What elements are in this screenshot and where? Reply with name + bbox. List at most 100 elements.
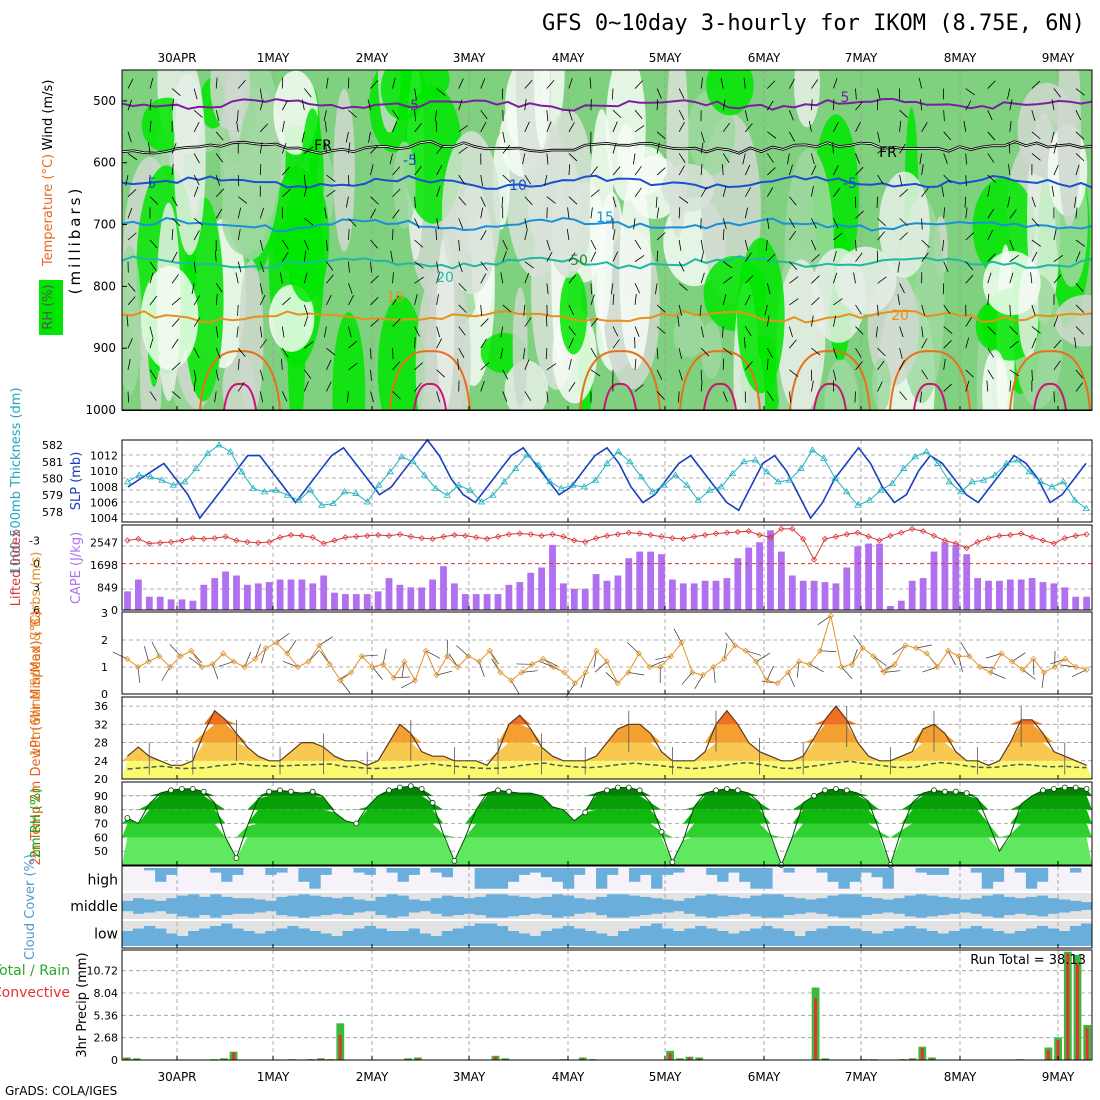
li-point [865, 533, 872, 540]
li-point [484, 535, 491, 542]
precip-convective-bar [668, 1053, 672, 1060]
li-point [723, 529, 730, 536]
wind-barb [348, 283, 353, 294]
li-point [244, 538, 251, 546]
wind-barb [811, 164, 817, 176]
cape-bar [854, 546, 862, 611]
cape-bar [342, 594, 349, 610]
pressure-tick-label: 1000 [85, 403, 116, 417]
rh-patch [268, 284, 315, 352]
cloud-low-bar [210, 926, 222, 946]
wind-barb [987, 347, 995, 358]
li-tick-label: 3 [33, 581, 40, 594]
wind-speed-point [422, 647, 429, 654]
wind-barb [943, 358, 946, 370]
cloud-high-bar [320, 868, 332, 875]
wind-barb [833, 232, 843, 241]
wind-barb [855, 304, 862, 315]
cape-bar [1039, 582, 1047, 610]
wind-barb [787, 672, 796, 688]
wind-barb [193, 317, 201, 327]
wind-barb [382, 648, 387, 665]
wind-barb [126, 315, 129, 327]
wind-barb [722, 218, 727, 230]
wind-barb [546, 110, 549, 122]
wind-speed-point [316, 642, 323, 649]
precip-axis-label: 3hr Precip (mm) [75, 952, 90, 1057]
cloud-high-bar [309, 868, 321, 889]
wind-barb [590, 207, 593, 219]
wind-barb [1009, 369, 1020, 377]
wind-barb [899, 189, 909, 198]
date-label-top: 2MAY [356, 51, 389, 65]
cloud-low-bar [816, 928, 828, 946]
wind-barb [282, 166, 290, 176]
wind-barb [987, 293, 990, 305]
wind-barb [149, 120, 152, 132]
cloud-middle-bar [232, 898, 244, 914]
cape-bar [145, 596, 153, 610]
wind-barb [568, 164, 571, 176]
panel-frame [121, 69, 1093, 411]
thickness-point [203, 449, 212, 456]
cloud-middle-bar [309, 895, 321, 917]
wind-barb [744, 207, 748, 219]
wind-barb [370, 391, 374, 403]
wind-barb [215, 153, 224, 163]
wind-barb [855, 153, 860, 164]
rh-point [277, 787, 283, 794]
wind-barb [171, 297, 181, 306]
cloud-low-bar [1070, 926, 1082, 946]
cloud-middle-bar [970, 898, 983, 914]
thickness-point [397, 452, 406, 460]
thickness-point [751, 456, 760, 463]
cloud-middle-bar [254, 899, 266, 913]
precip-convective-bar [494, 1056, 497, 1060]
rh-point [353, 820, 360, 827]
cloud-middle-bar [474, 896, 486, 916]
cloud-high-bar [562, 868, 575, 889]
date-label-top: 9MAY [1042, 51, 1075, 65]
wind-speed-point [241, 663, 248, 671]
wind-barb [348, 340, 358, 349]
wind-barb [326, 359, 332, 370]
li-point [1007, 531, 1014, 539]
li-point [963, 545, 970, 552]
wind-barb [590, 239, 597, 250]
wind-barb [943, 110, 945, 122]
cape-bar [1072, 596, 1080, 610]
cape-tick-label: 1698 [90, 559, 118, 572]
cloud-middle-bar [265, 900, 277, 912]
wind-barb [958, 656, 963, 672]
li-point [505, 531, 512, 538]
thickness-point [169, 481, 178, 488]
wind-barb [987, 369, 994, 380]
wind-speed-point [198, 663, 206, 671]
wind-barb [259, 261, 265, 273]
wind-barb [392, 121, 398, 132]
wind-barb [259, 207, 264, 219]
wind-barb [457, 358, 460, 370]
wind-tick-label: 2 [101, 634, 108, 647]
li-point [1083, 531, 1090, 538]
cloud-low-bar [794, 936, 806, 946]
thickness-point [249, 484, 257, 491]
cape-bar [298, 579, 306, 610]
wind-barb [367, 99, 371, 111]
contour-label: FR [879, 145, 897, 161]
cape-bar [135, 579, 142, 610]
wind-barb [1009, 209, 1017, 219]
cape-bar [244, 584, 251, 610]
wind-barb [700, 142, 704, 154]
wind-barb [193, 261, 196, 273]
wind-barb [594, 661, 608, 673]
rh-band-0 [122, 837, 1092, 865]
rh-point [168, 787, 174, 794]
wind-barb [678, 261, 685, 272]
cloud-low-bar [463, 926, 475, 946]
wind-barb [1075, 153, 1085, 162]
cloud-low-bar [607, 936, 619, 946]
chart-title: GFS 0~10day 3-hourly for IKOM (8.75E, 6N… [542, 11, 1085, 36]
wind-barb [789, 131, 795, 142]
cloud-middle-bar [882, 899, 894, 913]
